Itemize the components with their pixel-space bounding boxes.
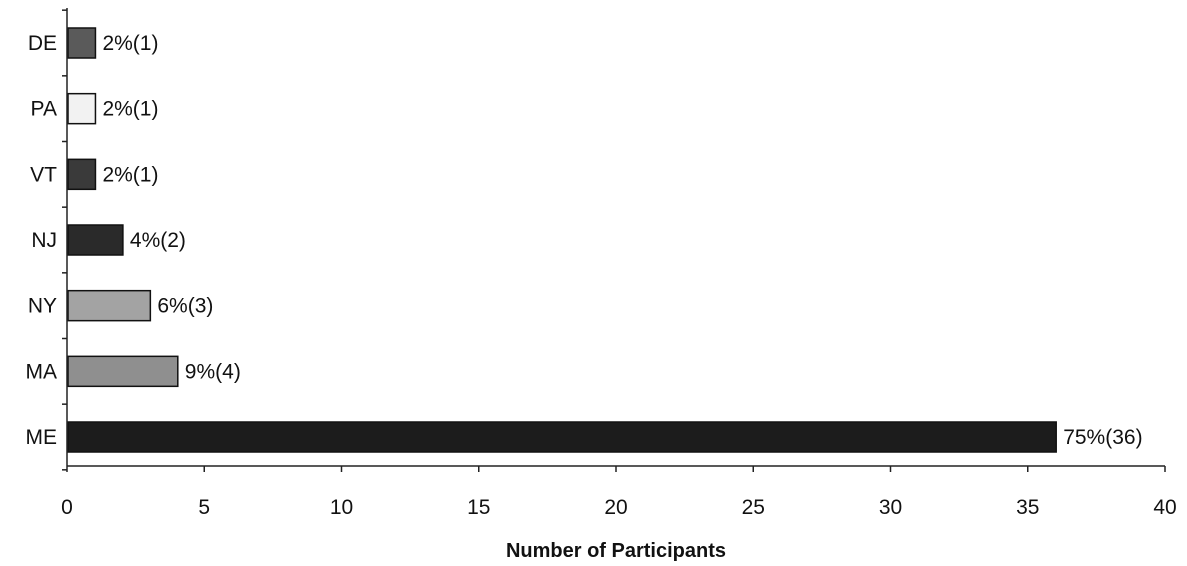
category-label-nj: NJ <box>31 229 57 252</box>
x-tick-label: 30 <box>879 496 902 519</box>
data-label-ma: 9%(4) <box>185 360 241 383</box>
bar-pa <box>67 92 97 125</box>
x-tick-label: 40 <box>1153 496 1176 519</box>
data-label-me: 75%(36) <box>1063 426 1142 449</box>
bar-vt <box>67 158 97 191</box>
x-axis-title: Number of Participants <box>506 540 726 562</box>
data-label-ny: 6%(3) <box>157 295 213 318</box>
x-tick-label: 0 <box>61 496 73 519</box>
x-tick-label: 25 <box>742 496 765 519</box>
category-label-vt: VT <box>30 163 57 186</box>
x-tick-label: 10 <box>330 496 353 519</box>
bars: 75%(36) 9%(4) 6%(3) 4%(2) 2%(1) 2%(1) 2%(1) <box>67 27 1143 453</box>
category-label-me: ME <box>26 426 58 449</box>
x-tick-label: 35 <box>1016 496 1039 519</box>
category-label-ny: NY <box>28 295 57 318</box>
bar-me <box>67 421 1057 453</box>
bar-nj <box>67 224 124 256</box>
category-label-ma: MA <box>26 360 58 383</box>
axes: 0 5 10 15 20 25 30 35 40 ME MA NY NJ VT PA DE <box>26 8 1177 519</box>
data-label-de: 2%(1) <box>102 32 158 55</box>
category-label-pa: PA <box>31 98 57 121</box>
x-tick-label: 15 <box>467 496 490 519</box>
bar-de <box>67 27 97 59</box>
x-tick-label: 20 <box>604 496 627 519</box>
bar-ma <box>67 355 179 388</box>
data-label-vt: 2%(1) <box>102 163 158 186</box>
data-label-nj: 4%(2) <box>130 229 186 252</box>
data-label-pa: 2%(1) <box>102 98 158 121</box>
bar-ny <box>67 289 152 322</box>
category-label-de: DE <box>28 32 57 55</box>
x-tick-label: 5 <box>198 496 210 519</box>
